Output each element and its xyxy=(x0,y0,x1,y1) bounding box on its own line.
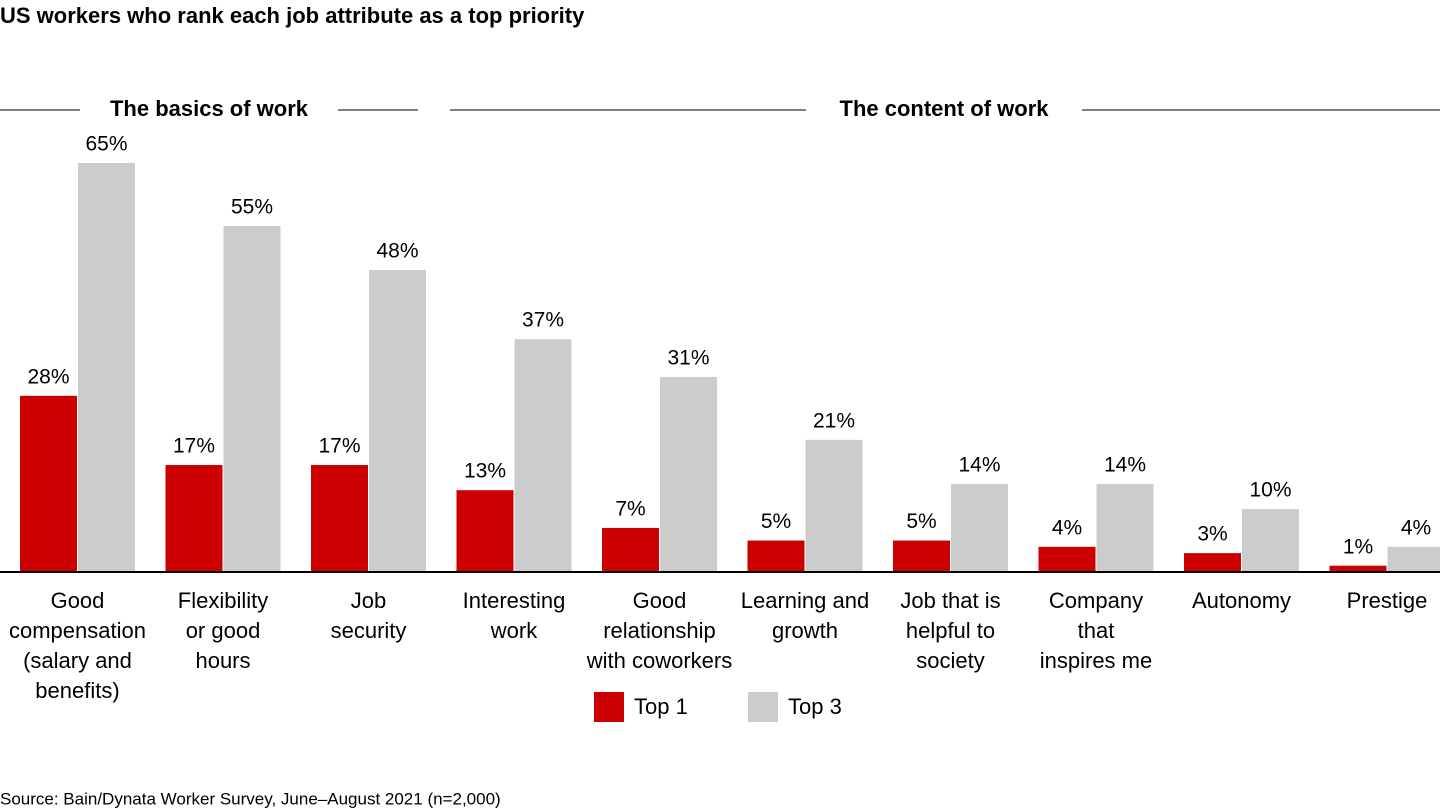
value-label: 14% xyxy=(1104,453,1146,476)
bar xyxy=(20,395,77,572)
x-tick-label: Job that is helpful to society xyxy=(900,588,1001,673)
value-label: 21% xyxy=(813,409,855,432)
group-label: The content of work xyxy=(840,96,1050,121)
x-tick-label: Flexibility or good hours xyxy=(177,588,269,673)
value-label: 7% xyxy=(615,498,645,521)
value-label: 37% xyxy=(522,309,564,332)
value-label: 3% xyxy=(1197,523,1227,546)
x-tick-label: Learning and growth xyxy=(740,588,870,643)
value-label: 4% xyxy=(1401,516,1431,539)
bar xyxy=(456,490,514,572)
x-tick-label: Interesting work xyxy=(462,588,566,643)
bar xyxy=(1038,546,1096,572)
bar xyxy=(893,540,950,572)
bar xyxy=(951,483,1008,572)
bar xyxy=(1387,546,1440,572)
x-tick-label: Good compensation (salary and benefits) xyxy=(9,588,146,703)
legend-label: Top 3 xyxy=(788,694,842,719)
value-label: 17% xyxy=(318,435,360,458)
group-label: The basics of work xyxy=(110,96,309,121)
x-tick-label: Prestige xyxy=(1346,588,1428,613)
value-label: 48% xyxy=(376,240,418,263)
source-note: Source: Bain/Dynata Worker Survey, June–… xyxy=(0,789,501,808)
value-label: 13% xyxy=(464,460,506,483)
bar xyxy=(78,163,135,572)
bar xyxy=(165,465,223,572)
bar xyxy=(747,540,805,572)
bar xyxy=(1096,483,1154,572)
value-label: 1% xyxy=(1343,535,1373,558)
legend-swatch xyxy=(594,692,624,722)
bar xyxy=(369,269,426,572)
bar xyxy=(1242,509,1299,572)
legend-label: Top 1 xyxy=(634,694,688,719)
value-label: 55% xyxy=(231,195,273,218)
value-label: 14% xyxy=(958,453,1000,476)
bar xyxy=(805,439,863,572)
x-tick-label: Good relationship with coworkers xyxy=(586,588,733,673)
x-tick-label: Autonomy xyxy=(1191,588,1292,613)
bar xyxy=(1329,565,1387,572)
value-label: 17% xyxy=(173,435,215,458)
value-label: 5% xyxy=(906,510,936,533)
value-label: 5% xyxy=(761,510,791,533)
bar xyxy=(1184,553,1241,572)
bar xyxy=(514,339,572,572)
value-label: 65% xyxy=(85,133,127,156)
value-label: 31% xyxy=(667,346,709,369)
value-label: 10% xyxy=(1249,479,1291,502)
value-label: 28% xyxy=(27,365,69,388)
bar xyxy=(311,465,368,572)
value-label: 4% xyxy=(1052,516,1082,539)
bar xyxy=(602,527,659,572)
x-tick-label: Job security xyxy=(330,588,407,643)
x-tick-label: Company that inspires me xyxy=(1039,588,1153,673)
legend-swatch xyxy=(748,692,778,722)
bar xyxy=(223,225,281,572)
bar xyxy=(660,376,717,572)
chart-title: US workers who rank each job attribute a… xyxy=(0,3,585,28)
